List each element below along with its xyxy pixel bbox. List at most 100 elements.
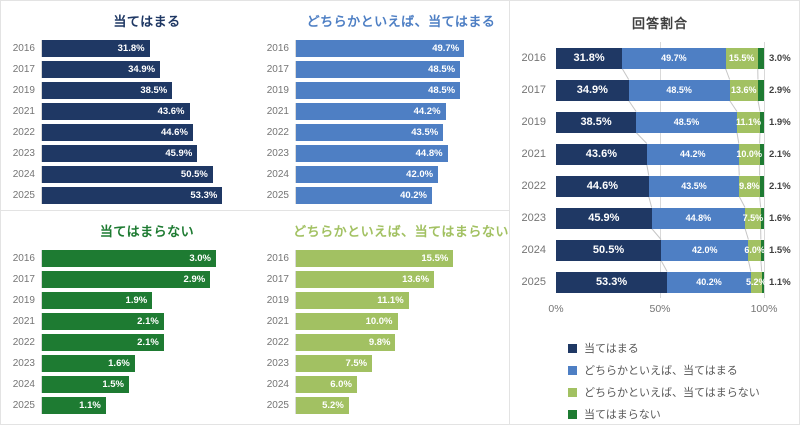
year-label: 2021 xyxy=(266,106,289,117)
year-label: 2022 xyxy=(266,337,289,348)
bar-value-label: 5.2% xyxy=(322,400,344,411)
bar: 42.0% xyxy=(296,166,439,183)
bar-value-label: 9.8% xyxy=(368,337,391,348)
plot-area: 9.8% xyxy=(295,334,499,351)
bar-value-label: 1.9% xyxy=(125,295,148,306)
bar-value-label: 44.6% xyxy=(160,127,188,138)
segment-label: 50.5% xyxy=(592,244,625,256)
year-label: 2016 xyxy=(266,43,289,54)
bar: 2.1% xyxy=(42,313,164,330)
bar-value-label: 1.6% xyxy=(108,358,130,369)
stack-segment: 13.6% xyxy=(729,79,758,101)
bar-value-label: 11.1% xyxy=(377,295,404,306)
bar: 53.3% xyxy=(42,187,223,204)
plot-area: 50.5% 42.0% 6.0% xyxy=(556,239,765,261)
bar: 15.5% xyxy=(296,250,454,267)
year-label: 2022 xyxy=(12,337,35,348)
segment-label: 42.0% xyxy=(691,245,718,255)
stack-segment xyxy=(760,111,764,133)
plot-area: 3.0% xyxy=(41,250,245,267)
year-label: 2022 xyxy=(266,127,289,138)
plot-area: 44.2% xyxy=(295,103,499,120)
bar: 31.8% xyxy=(42,40,150,57)
stack-segment: 7.5% xyxy=(743,207,763,229)
bar: 6.0% xyxy=(296,376,357,393)
plot-area: 34.9% 48.5% 13.6% xyxy=(556,79,764,101)
stack-segment: 31.8% xyxy=(556,47,623,69)
legend-label: どちらかといえば、当てはまる xyxy=(584,365,738,377)
bar-row: 2024 50.5% xyxy=(1,164,255,185)
legend-item: どちらかといえば、当てはまらない xyxy=(568,381,799,403)
bar-value-label: 15.5% xyxy=(421,253,449,264)
bar-rows: 2016 31.8% 2017 34.9% 2019 38.5% 2021 43.6% 2022… xyxy=(1,37,255,206)
stack-segment xyxy=(760,207,764,229)
stack-segment xyxy=(759,175,764,197)
bar: 7.5% xyxy=(296,355,373,372)
year-label: 2022 xyxy=(521,180,546,192)
bar: 40.2% xyxy=(296,187,432,204)
bar-row: 2022 43.5% xyxy=(255,122,509,143)
axis-tick-label: 0% xyxy=(548,303,564,315)
chart-answer-ratio-stacked: 回答割合 2016 31.8% 49.7% 15.5% 3.0% 2017 34.9% 48.… xyxy=(509,1,799,424)
stack-segment: 15.5% xyxy=(725,47,758,69)
bar: 44.2% xyxy=(296,103,446,120)
bar-row: 2021 43.6% xyxy=(1,101,255,122)
bar-rows: 2016 3.0% 2017 2.9% 2019 1.9% 2021 2.1% 2022 2.1%… xyxy=(1,247,255,416)
year-label: 2017 xyxy=(266,274,289,285)
year-label: 2024 xyxy=(521,244,546,256)
bar-value-label: 31.8% xyxy=(117,43,145,54)
plot-area: 49.7% xyxy=(295,40,499,57)
segment-label: 53.3% xyxy=(595,276,628,288)
stack-segment xyxy=(757,79,764,101)
bar-row: 2019 1.9% xyxy=(1,290,255,311)
bar-row: 2021 10.0% xyxy=(255,311,509,332)
outside-value-label: 1.9% xyxy=(769,116,791,128)
plot-area: 1.5% xyxy=(41,376,245,393)
bar-row: 2016 15.5% xyxy=(255,248,509,269)
bar-value-label: 50.5% xyxy=(180,169,208,180)
bar-row: 2024 6.0% xyxy=(255,374,509,395)
bar-row: 2017 2.9% xyxy=(1,269,255,290)
stacked-bar-row: 2019 38.5% 48.5% 11.1% 1.9% xyxy=(510,106,799,138)
bar: 5.2% xyxy=(296,397,349,414)
plot-area: 44.6% 43.5% 9.8% xyxy=(556,175,764,197)
legend: 当てはまる どちらかといえば、当てはまる どちらかといえば、当てはまらない 当てはまら… xyxy=(568,337,799,425)
segment-label: 48.5% xyxy=(666,85,692,95)
segment-label: 11.1% xyxy=(735,117,762,127)
bar-row: 2022 44.6% xyxy=(1,122,255,143)
bar-row: 2025 40.2% xyxy=(255,185,509,206)
plot-area: 31.8% 49.7% 15.5% xyxy=(556,47,764,69)
stack-segment: 6.0% xyxy=(744,239,765,261)
plot-area: 43.6% 44.2% 10.0% xyxy=(556,143,764,165)
gridline xyxy=(660,42,661,298)
bar-value-label: 7.5% xyxy=(345,358,368,369)
year-label: 2024 xyxy=(266,379,289,390)
bar: 9.8% xyxy=(296,334,396,351)
plot-area: 45.9% xyxy=(41,145,245,162)
year-label: 2024 xyxy=(12,379,35,390)
segment-label: 49.7% xyxy=(661,53,687,63)
legend-item: どちらかといえば、当てはまる xyxy=(568,359,799,381)
outside-value-label: 2.1% xyxy=(769,148,791,160)
bar-value-label: 44.8% xyxy=(415,148,443,159)
year-label: 2023 xyxy=(266,358,289,369)
bar-row: 2024 1.5% xyxy=(1,374,255,395)
year-label: 2025 xyxy=(12,190,35,201)
bar: 13.6% xyxy=(296,271,435,288)
stacked-bar-rows: 2016 31.8% 49.7% 15.5% 3.0% 2017 34.9% 48.5% 13.… xyxy=(510,42,799,298)
bar: 49.7% xyxy=(296,40,465,57)
plot-area: 34.9% xyxy=(41,61,245,78)
stack-segment: 34.9% xyxy=(556,79,629,101)
segment-label: 44.2% xyxy=(680,149,706,159)
segment-label: 44.8% xyxy=(685,213,712,223)
plot-area: 6.0% xyxy=(295,376,499,393)
stack-segment: 50.5% xyxy=(556,239,662,261)
bar-value-label: 44.2% xyxy=(413,106,441,117)
outside-value-label: 2.9% xyxy=(769,84,791,96)
legend-item: 当てはまる xyxy=(568,337,799,359)
bar-value-label: 40.2% xyxy=(400,190,427,201)
bar-value-label: 48.5% xyxy=(428,85,456,96)
year-label: 2019 xyxy=(12,295,35,306)
bar-rows: 2016 15.5% 2017 13.6% 2019 11.1% 2021 10.0% 2022… xyxy=(255,247,509,416)
bar-row: 2025 1.1% xyxy=(1,395,255,416)
